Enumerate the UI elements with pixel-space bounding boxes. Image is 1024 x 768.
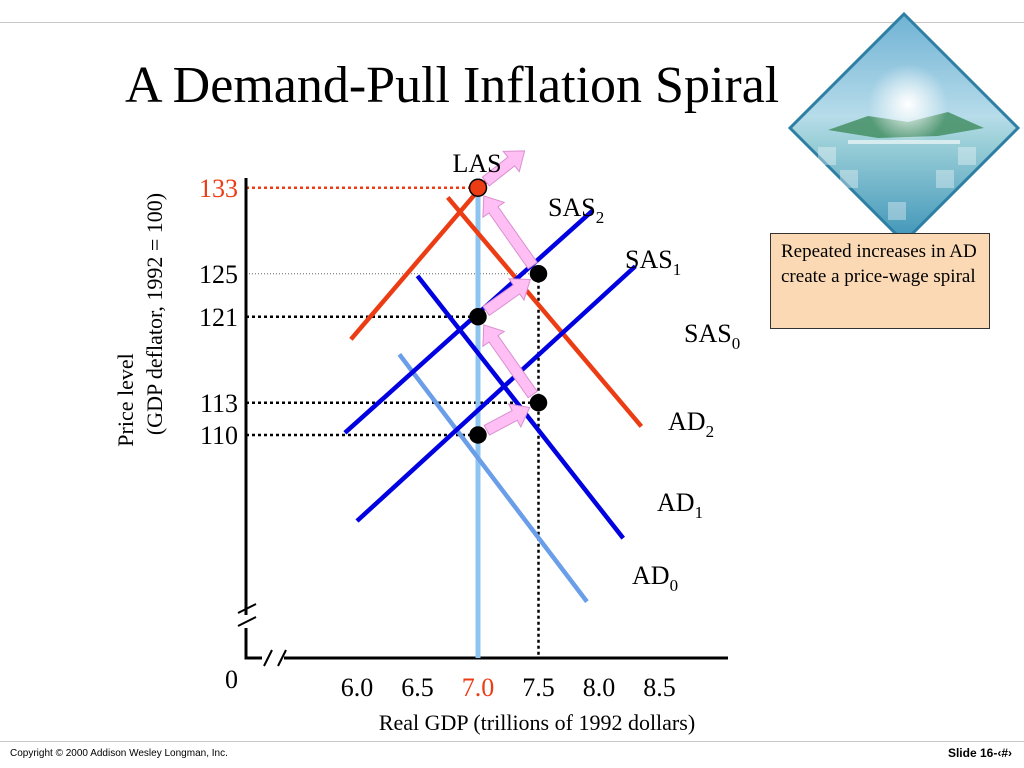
- y-tick-label: 110: [200, 421, 238, 450]
- y-axis-break-mark: [237, 603, 257, 614]
- x-tick-label: 7.0: [462, 673, 495, 702]
- sas1-label: SAS1: [625, 245, 681, 279]
- guide-lines: [246, 186, 540, 658]
- y-tick-label: 133: [199, 174, 238, 203]
- sas1-label-main: SAS: [625, 245, 673, 274]
- spiral-arrow: [482, 278, 531, 317]
- footer-copyright: Copyright © 2000 Addison Wesley Longman,…: [10, 748, 228, 759]
- x-axis-title: Real GDP (trillions of 1992 dollars): [379, 710, 695, 735]
- y-tick-label: 125: [199, 260, 238, 289]
- equilibrium-points: [468, 178, 548, 444]
- ad0-label-subscript: 0: [670, 576, 679, 595]
- x-tick-label: 6.5: [401, 673, 434, 702]
- x-tick-label: 8.5: [643, 673, 676, 702]
- y-axis-break-mark: [237, 616, 257, 627]
- sas2-line: [349, 172, 495, 341]
- x-tick-label: 6.0: [341, 673, 374, 702]
- spiral-arrow: [482, 324, 538, 399]
- equilibrium-point: [468, 178, 488, 197]
- ad2-label-subscript: 2: [706, 422, 715, 441]
- axis-corner: [244, 628, 262, 660]
- spiral-arrow: [483, 403, 531, 436]
- slide-title: A Demand-Pull Inflation Spiral: [125, 57, 780, 114]
- y-tick-label: 121: [199, 303, 238, 332]
- sas2-label-subscript: 2: [596, 208, 605, 227]
- ad0-label-main: AD: [632, 561, 670, 590]
- sas1-label-subscript: 1: [673, 260, 682, 279]
- ad2-line: [446, 195, 644, 428]
- callout-note: Repeated increases in AD create a price-…: [770, 233, 990, 329]
- las-label: LAS: [452, 149, 501, 178]
- spiral-arrow: [481, 150, 526, 187]
- ad1-label-subscript: 1: [695, 503, 704, 522]
- sas1-line: [343, 208, 595, 435]
- ad0-line: [397, 353, 589, 603]
- x-tick-label: 7.5: [522, 673, 555, 702]
- island-photo-logo: [788, 12, 1020, 244]
- y-axis-title-line-2: (GDP deflator, 1992 = 100): [142, 193, 167, 435]
- sas0-label-subscript: 0: [732, 334, 741, 353]
- sas0-label-main: SAS: [684, 319, 732, 348]
- equilibrium-point: [469, 426, 487, 444]
- equilibrium-point: [529, 394, 548, 412]
- x-axis-break-mark: [263, 649, 273, 667]
- top-rule: [0, 22, 1024, 23]
- sas2-label-main: SAS: [548, 193, 596, 222]
- bottom-rule: [0, 741, 1024, 742]
- ad1-label-main: AD: [657, 488, 695, 517]
- ad1-label: AD1: [657, 488, 703, 522]
- spiral-arrows: [481, 150, 538, 436]
- equilibrium-point: [469, 308, 487, 326]
- sas0-label: SAS0: [684, 319, 740, 353]
- ad0-label: AD0: [632, 561, 678, 595]
- origin-label: 0: [225, 665, 238, 694]
- ad2-label: AD2: [668, 407, 714, 441]
- x-axis-break-mark: [277, 649, 287, 667]
- spiral-arrow: [482, 195, 538, 270]
- axes: [237, 178, 728, 667]
- x-tick-label: 8.0: [583, 673, 616, 702]
- equilibrium-point: [529, 265, 548, 283]
- ad2-label-main: AD: [668, 407, 706, 436]
- y-tick-label: 113: [200, 389, 238, 418]
- sas0-line: [355, 264, 637, 523]
- curves: [343, 172, 644, 658]
- sas2-label: SAS2: [548, 193, 604, 227]
- footer-slide-number: Slide 16-‹#›: [947, 746, 1012, 760]
- y-axis-title-line-1: Price level: [113, 353, 138, 446]
